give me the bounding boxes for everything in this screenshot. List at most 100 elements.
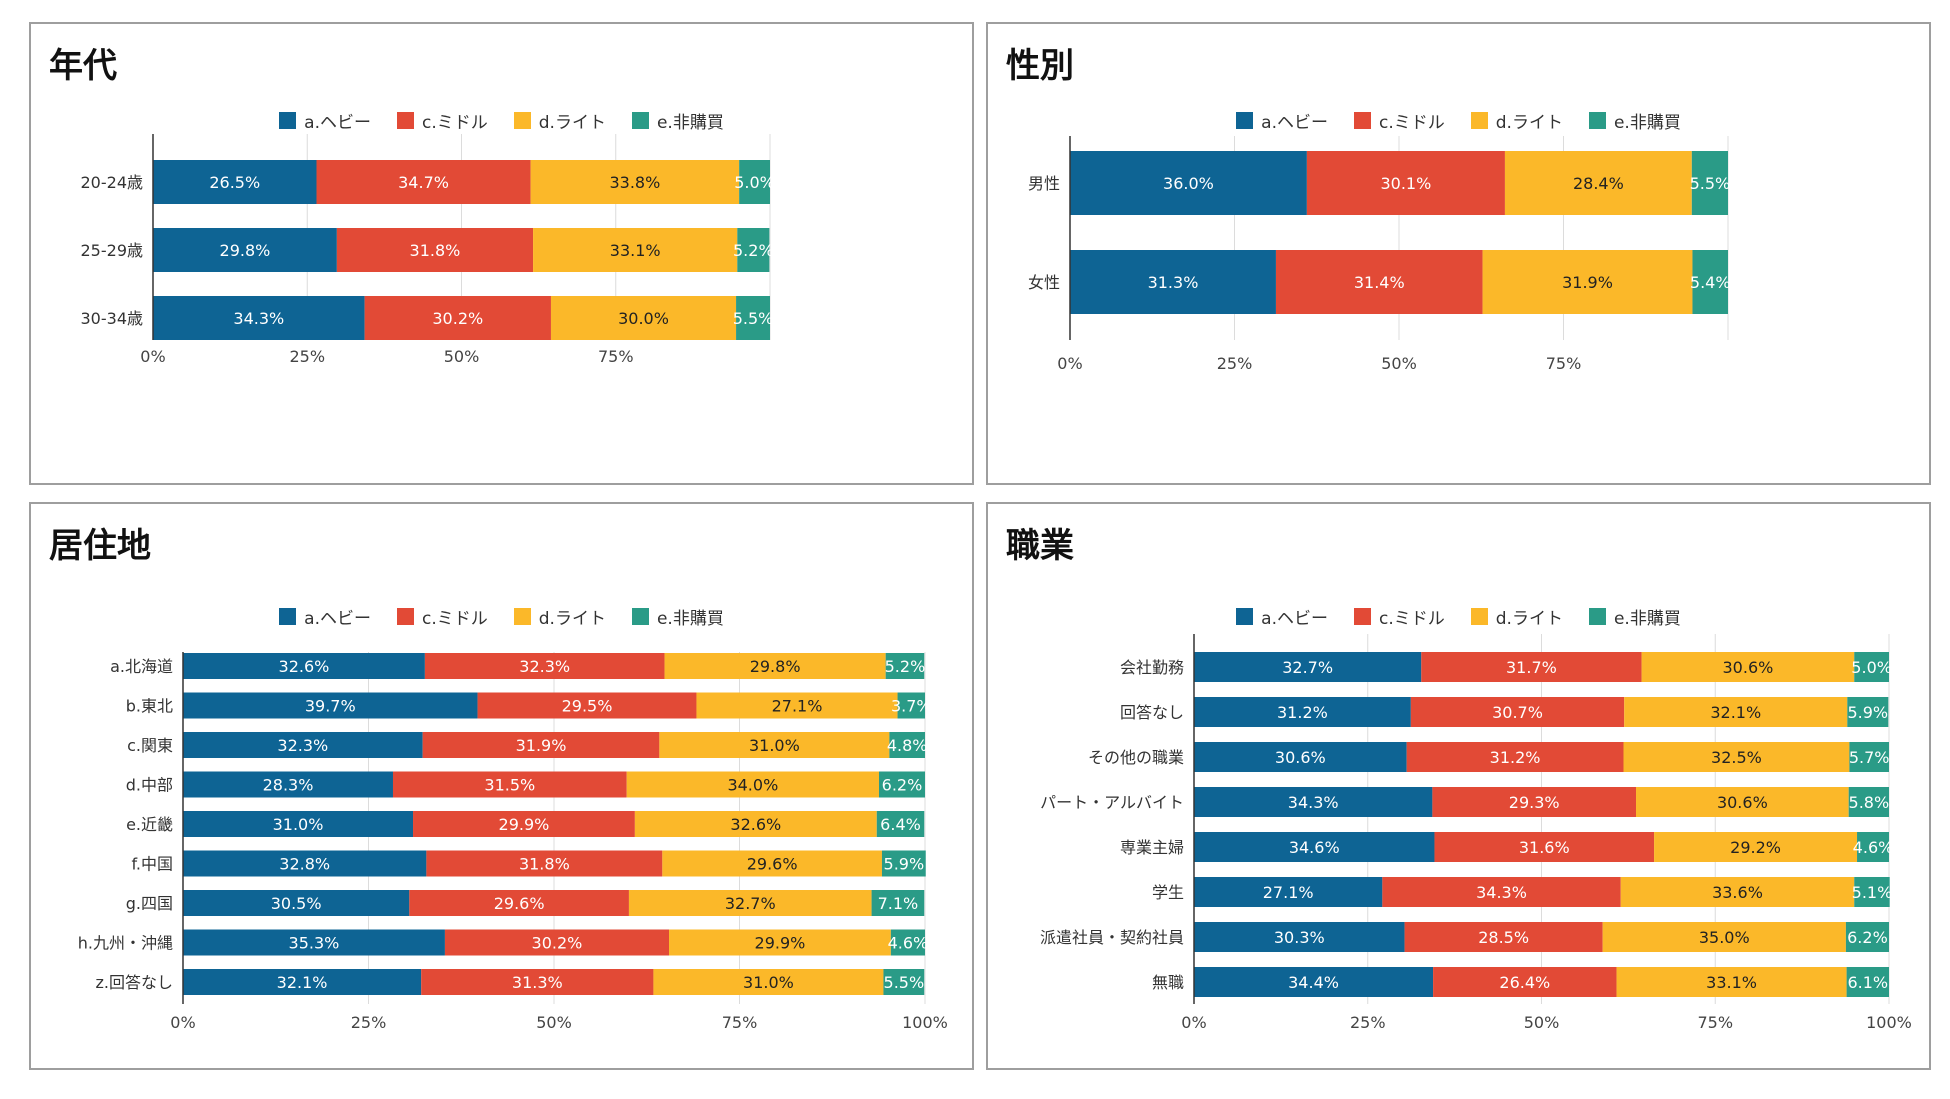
x-tick-label: 25% <box>1217 354 1253 373</box>
data-label: 30.6% <box>1275 748 1326 767</box>
bar-segment-d <box>530 160 740 204</box>
legend-item-light: d.ライト <box>1470 108 1563 133</box>
category-label: 女性 <box>1028 273 1060 292</box>
bar-segment-a <box>1070 151 1307 215</box>
data-label: 32.3% <box>519 657 570 676</box>
bar-segment-c <box>413 811 635 837</box>
bar-segment-d <box>662 850 882 877</box>
category-label: 30-34歳 <box>81 309 144 328</box>
bar-segment-c <box>1410 697 1625 727</box>
chart-panel-region: 居住地 a.ヘビー c.ミドル d.ライト e.非購買 0% 25% 50% 75% 1… <box>29 502 974 1070</box>
bar-segment-c <box>1434 832 1655 862</box>
bar-segment-d <box>1624 697 1848 727</box>
category-label: 派遣社員・契約社員 <box>1040 928 1184 947</box>
bar-segment-c <box>1421 652 1642 682</box>
bar-segment-e <box>885 653 925 679</box>
data-label: 31.0% <box>273 815 324 834</box>
legend-item-nonbuyer: e.非購買 <box>1588 604 1681 629</box>
data-label: 32.1% <box>277 973 328 992</box>
data-label: 6.4% <box>880 815 921 834</box>
data-label: 29.5% <box>562 697 613 716</box>
bar-segment-d <box>696 692 898 719</box>
legend-item-nonbuyer: e.非購買 <box>631 108 724 133</box>
bar-segment-e <box>1692 250 1728 314</box>
data-label: 31.4% <box>1354 273 1405 292</box>
legend-occupation: a.ヘビー c.ミドル d.ライト e.非購買 <box>988 604 1929 629</box>
bar-segment-a <box>1194 877 1383 907</box>
data-label: 31.6% <box>1519 838 1570 857</box>
data-label: 5.5% <box>733 309 774 328</box>
data-label: 4.8% <box>887 736 928 755</box>
bar-segment-e <box>890 929 925 956</box>
data-label: 31.9% <box>516 736 567 755</box>
data-label: 31.7% <box>1506 658 1557 677</box>
bar-segment-d <box>1654 832 1858 862</box>
legend-swatch-nonbuyer <box>631 608 649 625</box>
data-label: 30.3% <box>1274 928 1325 947</box>
bar-segment-a <box>1194 967 1434 997</box>
bar-segment-e <box>883 969 925 995</box>
x-tick-label: 75% <box>598 347 634 366</box>
bar-segment-e <box>1854 877 1890 907</box>
bar-segment-e <box>1847 697 1889 727</box>
legend-swatch-middle <box>1353 112 1371 129</box>
bar-segment-d <box>669 929 891 956</box>
bar-segment-d <box>628 890 872 916</box>
data-label: 3.7% <box>891 697 932 716</box>
chart-panel-gender: 性別 a.ヘビー c.ミドル d.ライト e.非購買 0% 25% 50% 75% 男性… <box>986 22 1931 485</box>
bar-segment-a <box>183 850 427 877</box>
data-label: 30.2% <box>432 309 483 328</box>
data-label: 31.0% <box>749 736 800 755</box>
bar-segment-c <box>1406 742 1624 772</box>
data-label: 32.6% <box>279 657 330 676</box>
data-label: 29.8% <box>220 241 271 260</box>
bar-segment-d <box>1482 250 1693 314</box>
bar-segment-e <box>1854 652 1889 682</box>
legend-label: d.ライト <box>1495 609 1563 629</box>
legend-swatch-nonbuyer <box>631 112 649 129</box>
legend-item-middle: c.ミドル <box>1353 604 1445 629</box>
legend-item-heavy: a.ヘビー <box>279 108 371 133</box>
bar-segment-a <box>1194 697 1411 727</box>
bar-segment-d <box>653 969 884 995</box>
data-label: 31.9% <box>1562 273 1613 292</box>
bar-segment-a <box>1194 922 1405 952</box>
legend-swatch-light <box>1470 608 1488 625</box>
data-label: 34.3% <box>233 309 284 328</box>
data-label: 33.1% <box>610 241 661 260</box>
x-tick-label: 75% <box>722 1013 758 1032</box>
bar-segment-e <box>897 692 925 719</box>
bar-segment-e <box>739 160 770 204</box>
bar-segment-d <box>626 771 879 798</box>
data-label: 34.0% <box>727 776 778 795</box>
data-label: 36.0% <box>1163 174 1214 193</box>
legend-swatch-heavy <box>1236 112 1254 129</box>
legend-swatch-heavy <box>279 112 297 129</box>
legend-item-middle: c.ミドル <box>396 108 488 133</box>
category-label: z.回答なし <box>96 973 174 992</box>
bar-segment-c <box>422 732 660 758</box>
legend-swatch-nonbuyer <box>1588 112 1606 129</box>
bar-segment-d <box>1623 742 1850 772</box>
x-tick-label: 25% <box>289 347 325 366</box>
legend-swatch-heavy <box>279 608 297 625</box>
data-label: 34.4% <box>1288 973 1339 992</box>
bar-segment-e <box>871 890 925 916</box>
legend-item-light: d.ライト <box>513 604 606 629</box>
bar-segment-c <box>409 890 629 916</box>
bar-segment-c <box>316 160 531 204</box>
legend-item-heavy: a.ヘビー <box>1236 108 1328 133</box>
legend-label: c.ミドル <box>1378 113 1445 133</box>
bar-segment-c <box>426 850 663 877</box>
category-label: 専業主婦 <box>1120 838 1184 857</box>
bar-segment-a <box>153 160 317 204</box>
data-label: 29.9% <box>755 934 806 953</box>
bar-segment-c <box>1432 787 1637 817</box>
bar-segment-e <box>1849 742 1889 772</box>
bar-segment-e <box>878 771 925 798</box>
data-label: 29.6% <box>494 894 545 913</box>
data-label: 31.3% <box>512 973 563 992</box>
legend-swatch-middle <box>396 112 414 129</box>
category-label: e.近畿 <box>126 815 173 834</box>
data-label: 33.8% <box>609 173 660 192</box>
